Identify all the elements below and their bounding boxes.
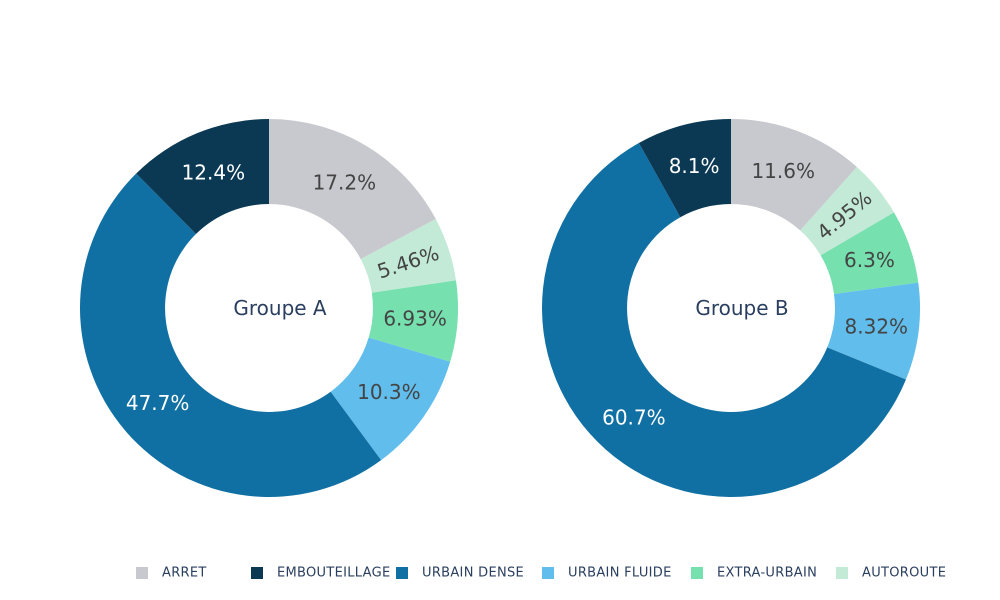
slice-label-groupe-b-extra-urbain: 6.3% [844, 248, 895, 272]
slice-label-groupe-b-urbain-fluide: 8.32% [845, 315, 909, 339]
slice-label-groupe-b-arret: 11.6% [751, 159, 815, 183]
legend-item-arret[interactable]: ARRET [136, 566, 207, 581]
legend-label-embouteillage: EMBOUTEILLAGE [277, 566, 391, 581]
center-label-groupe-a: Groupe A [233, 296, 327, 320]
pies-group: 17.2%5.46%6.93%10.3%47.7%12.4%Groupe A11… [80, 119, 920, 497]
slice-label-groupe-a-urbain-fluide: 10.3% [357, 380, 421, 404]
legend-swatch-urbain-fluide [542, 567, 554, 579]
legend-item-autoroute[interactable]: AUTOROUTE [836, 566, 946, 581]
legend-swatch-arret [136, 567, 148, 579]
slice-groupe-a-embouteillage[interactable] [136, 119, 269, 235]
legend-item-urbain-dense[interactable]: URBAIN DENSE [396, 566, 524, 581]
legend-label-arret: ARRET [162, 566, 207, 581]
legend-swatch-urbain-dense [396, 567, 408, 579]
legend-swatch-extra-urbain [691, 567, 703, 579]
slice-label-groupe-a-embouteillage: 12.4% [182, 161, 246, 185]
center-label-groupe-b: Groupe B [695, 296, 788, 320]
slice-label-groupe-a-arret: 17.2% [313, 170, 377, 194]
donut-groupe-b: 11.6%4.95%6.3%8.32%60.7%8.1%Groupe B [542, 119, 920, 497]
slice-groupe-b-urbain-dense[interactable] [542, 142, 906, 497]
slice-label-groupe-a-extra-urbain: 6.93% [383, 306, 447, 330]
slice-groupe-b-embouteillage[interactable] [638, 119, 731, 218]
slice-groupe-b-urbain-fluide[interactable] [827, 282, 920, 380]
slice-label-groupe-b-embouteillage: 8.1% [669, 154, 720, 178]
legend-swatch-embouteillage [251, 567, 263, 579]
slice-groupe-a-urbain-dense[interactable] [80, 173, 382, 497]
legend-label-urbain-dense: URBAIN DENSE [422, 566, 524, 581]
legend-item-extra-urbain[interactable]: EXTRA-URBAIN [691, 566, 817, 581]
legend-item-urbain-fluide[interactable]: URBAIN FLUIDE [542, 566, 672, 581]
slice-groupe-b-arret[interactable] [731, 119, 857, 231]
slice-groupe-a-extra-urbain[interactable] [368, 280, 458, 362]
legend-label-autoroute: AUTOROUTE [862, 566, 946, 581]
slice-groupe-b-extra-urbain[interactable] [820, 212, 919, 295]
legend-swatch-autoroute [836, 567, 848, 579]
legend-label-extra-urbain: EXTRA-URBAIN [717, 566, 817, 581]
slice-groupe-a-arret[interactable] [269, 119, 436, 260]
slice-groupe-a-autoroute[interactable] [360, 219, 456, 293]
slice-groupe-a-urbain-fluide[interactable] [330, 337, 451, 461]
donut-groupe-a: 17.2%5.46%6.93%10.3%47.7%12.4%Groupe A [80, 119, 458, 497]
slice-label-groupe-a-urbain-dense: 47.7% [126, 391, 190, 415]
legend: ARRET EMBOUTEILLAGE URBAIN DENSE URBAIN FLU… [136, 566, 946, 581]
legend-item-embouteillage[interactable]: EMBOUTEILLAGE [251, 566, 391, 581]
legend-label-urbain-fluide: URBAIN FLUIDE [568, 566, 672, 581]
slice-label-groupe-b-urbain-dense: 60.7% [602, 406, 666, 430]
slice-groupe-b-autoroute[interactable] [800, 167, 895, 256]
